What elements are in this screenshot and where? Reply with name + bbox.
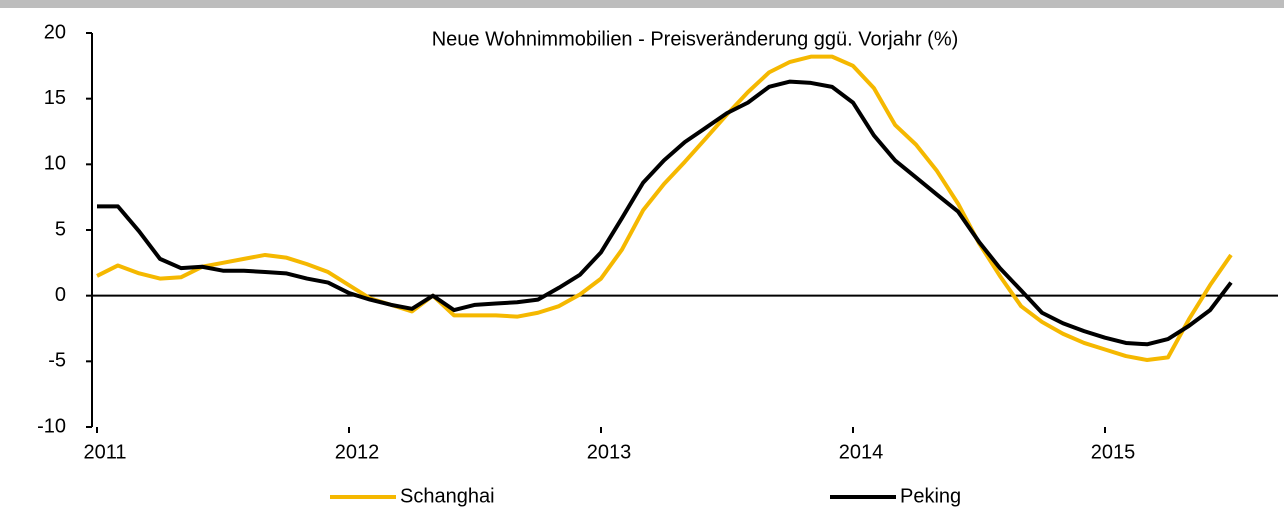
y-tick-label: 0 bbox=[55, 284, 66, 306]
x-tick-label: 2013 bbox=[587, 441, 632, 463]
x-tick-label: 2011 bbox=[83, 441, 126, 463]
y-tick-label: 10 bbox=[44, 153, 66, 175]
legend-label: Schanghai bbox=[400, 485, 495, 507]
y-tick-label: -10 bbox=[37, 415, 66, 437]
y-tick-label: 20 bbox=[44, 21, 66, 43]
y-tick-label: 15 bbox=[44, 87, 66, 109]
line-series bbox=[97, 79, 1233, 347]
y-tick-label: -5 bbox=[48, 350, 66, 372]
line-series bbox=[96, 54, 1233, 363]
x-tick-label: 2014 bbox=[839, 441, 884, 463]
x-tick-label: 2015 bbox=[1091, 441, 1136, 463]
x-tick-label: 2012 bbox=[335, 441, 380, 463]
legend-label: Peking bbox=[900, 485, 961, 507]
top-bar bbox=[0, 0, 1284, 8]
chart-title: Neue Wohnimmobilien - Preisveränderung g… bbox=[432, 28, 959, 50]
y-tick-label: 5 bbox=[55, 218, 66, 240]
